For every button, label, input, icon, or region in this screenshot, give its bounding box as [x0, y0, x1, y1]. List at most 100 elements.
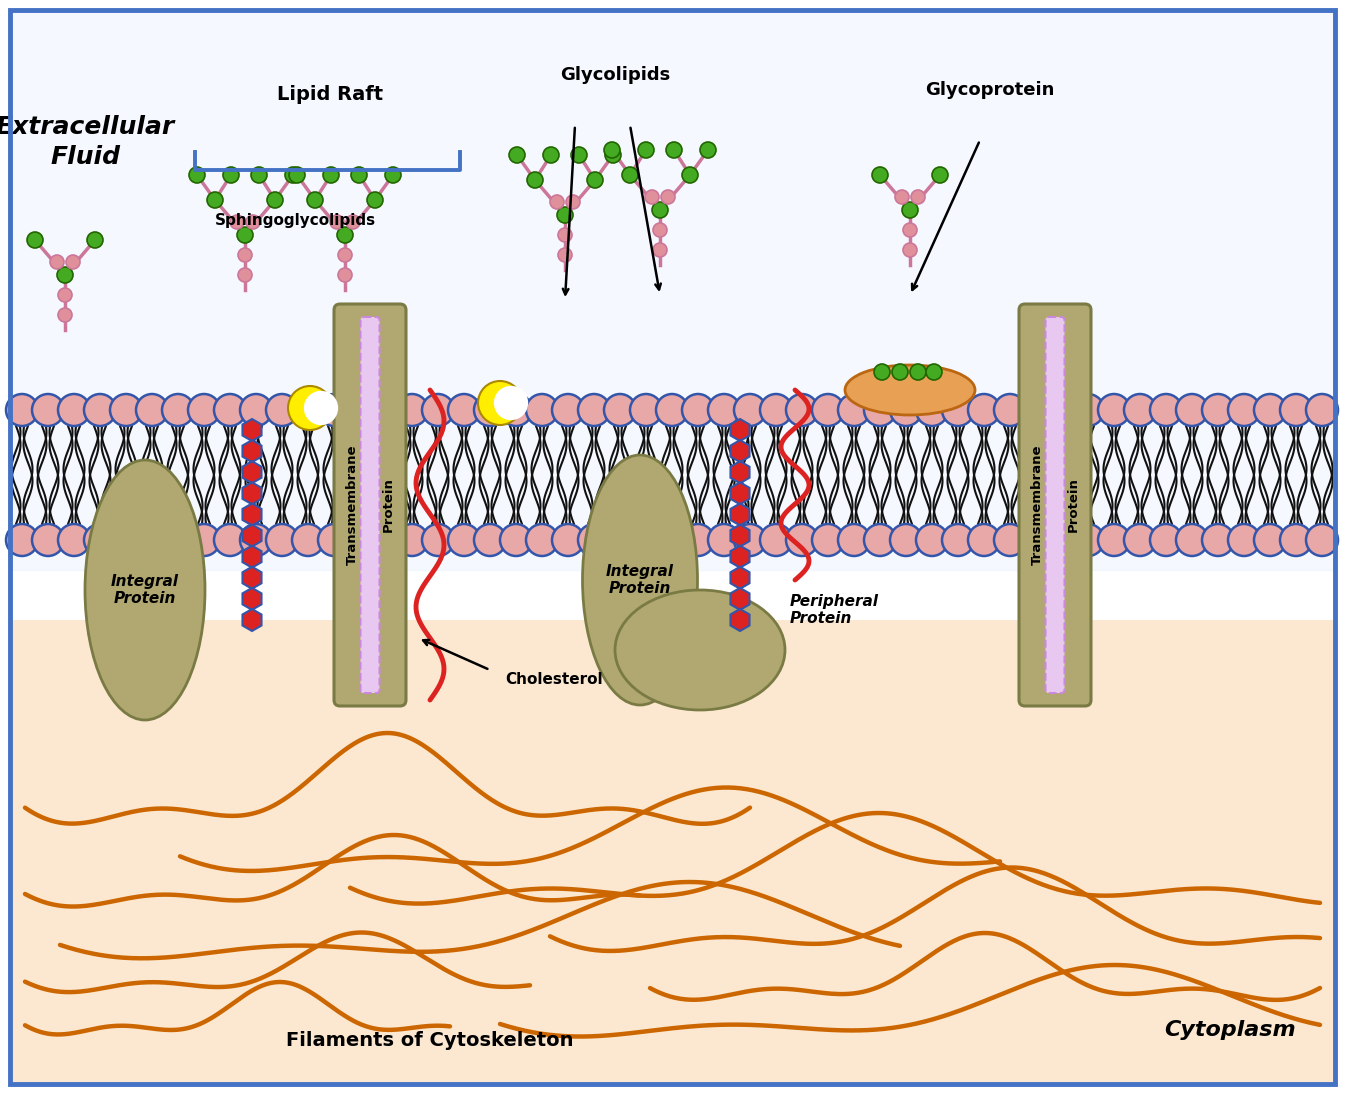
Text: Transmembrane: Transmembrane	[346, 445, 359, 566]
Circle shape	[83, 394, 116, 426]
Bar	[9, 620, 1336, 1084]
Text: Filaments of Cytoskeleton: Filaments of Cytoskeleton	[286, 1031, 574, 1049]
Circle shape	[838, 394, 870, 426]
Circle shape	[734, 394, 767, 426]
Circle shape	[1228, 394, 1260, 426]
Circle shape	[370, 394, 402, 426]
Circle shape	[317, 524, 350, 556]
Circle shape	[330, 216, 344, 229]
Circle shape	[605, 147, 621, 163]
Text: Transmembrane: Transmembrane	[1030, 445, 1044, 566]
Circle shape	[448, 394, 480, 426]
Circle shape	[557, 207, 573, 223]
Circle shape	[604, 142, 620, 158]
Circle shape	[911, 190, 925, 203]
Circle shape	[932, 167, 948, 183]
Circle shape	[902, 223, 917, 237]
Circle shape	[500, 394, 533, 426]
Circle shape	[863, 524, 896, 556]
Circle shape	[1124, 524, 1155, 556]
Circle shape	[422, 524, 455, 556]
Text: Protein: Protein	[1067, 478, 1080, 533]
Circle shape	[812, 524, 845, 556]
Circle shape	[652, 202, 668, 218]
Circle shape	[941, 524, 974, 556]
Circle shape	[237, 226, 253, 243]
Circle shape	[1254, 524, 1286, 556]
Circle shape	[604, 524, 636, 556]
Circle shape	[1150, 524, 1182, 556]
Ellipse shape	[85, 459, 204, 720]
Circle shape	[190, 167, 204, 183]
Circle shape	[902, 243, 917, 257]
Circle shape	[1202, 524, 1233, 556]
Text: Integral
Protein: Integral Protein	[607, 563, 674, 596]
Circle shape	[707, 394, 740, 426]
Circle shape	[890, 524, 923, 556]
Circle shape	[136, 394, 168, 426]
Circle shape	[968, 524, 999, 556]
Circle shape	[207, 193, 223, 208]
Circle shape	[941, 394, 974, 426]
Circle shape	[902, 202, 919, 218]
Circle shape	[646, 190, 659, 203]
Circle shape	[1020, 394, 1052, 426]
Text: Lipid Raft: Lipid Raft	[277, 85, 383, 105]
Text: Extracellular
Fluid: Extracellular Fluid	[0, 115, 175, 168]
Text: Cholesterol: Cholesterol	[504, 673, 603, 687]
Circle shape	[285, 167, 301, 183]
Text: Cytoplasm: Cytoplasm	[1165, 1020, 1295, 1040]
Circle shape	[707, 524, 740, 556]
Circle shape	[682, 394, 714, 426]
Text: Peripheral
Protein: Peripheral Protein	[790, 594, 880, 626]
Circle shape	[894, 190, 909, 203]
Circle shape	[578, 524, 611, 556]
Circle shape	[1072, 524, 1104, 556]
Circle shape	[395, 394, 428, 426]
Circle shape	[578, 394, 611, 426]
Circle shape	[494, 386, 529, 420]
Text: Protein: Protein	[382, 478, 394, 533]
Circle shape	[161, 524, 194, 556]
Circle shape	[252, 167, 268, 183]
FancyBboxPatch shape	[1020, 304, 1091, 706]
Circle shape	[367, 193, 383, 208]
Circle shape	[1202, 394, 1233, 426]
Circle shape	[543, 147, 560, 163]
Circle shape	[246, 216, 260, 229]
Circle shape	[344, 524, 377, 556]
Circle shape	[323, 167, 339, 183]
Circle shape	[812, 394, 845, 426]
Circle shape	[32, 524, 65, 556]
Circle shape	[110, 394, 143, 426]
Circle shape	[699, 142, 716, 158]
Circle shape	[473, 394, 506, 426]
FancyBboxPatch shape	[360, 317, 379, 693]
Circle shape	[892, 364, 908, 380]
Circle shape	[656, 394, 689, 426]
Circle shape	[660, 190, 675, 203]
Circle shape	[136, 524, 168, 556]
Circle shape	[351, 167, 367, 183]
Circle shape	[268, 193, 282, 208]
Circle shape	[1046, 394, 1077, 426]
Circle shape	[422, 394, 455, 426]
Circle shape	[1280, 394, 1311, 426]
Circle shape	[338, 248, 352, 261]
Circle shape	[558, 248, 572, 261]
Circle shape	[526, 394, 558, 426]
Circle shape	[1228, 524, 1260, 556]
Circle shape	[654, 223, 667, 237]
Circle shape	[968, 394, 999, 426]
Circle shape	[760, 524, 792, 556]
Circle shape	[83, 524, 116, 556]
Circle shape	[307, 193, 323, 208]
Circle shape	[872, 167, 888, 183]
Circle shape	[551, 524, 584, 556]
Circle shape	[395, 524, 428, 556]
Circle shape	[304, 391, 338, 426]
Circle shape	[477, 381, 522, 424]
Circle shape	[586, 172, 603, 188]
Circle shape	[1280, 524, 1311, 556]
Circle shape	[1098, 394, 1130, 426]
